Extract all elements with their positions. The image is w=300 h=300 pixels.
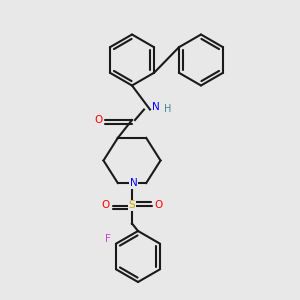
- Text: O: O: [154, 200, 162, 211]
- Text: F: F: [105, 234, 111, 244]
- Text: O: O: [102, 200, 110, 211]
- Text: N: N: [152, 101, 160, 112]
- Text: O: O: [95, 115, 103, 125]
- Text: S: S: [129, 200, 135, 211]
- Text: H: H: [164, 104, 172, 115]
- Text: N: N: [130, 178, 137, 188]
